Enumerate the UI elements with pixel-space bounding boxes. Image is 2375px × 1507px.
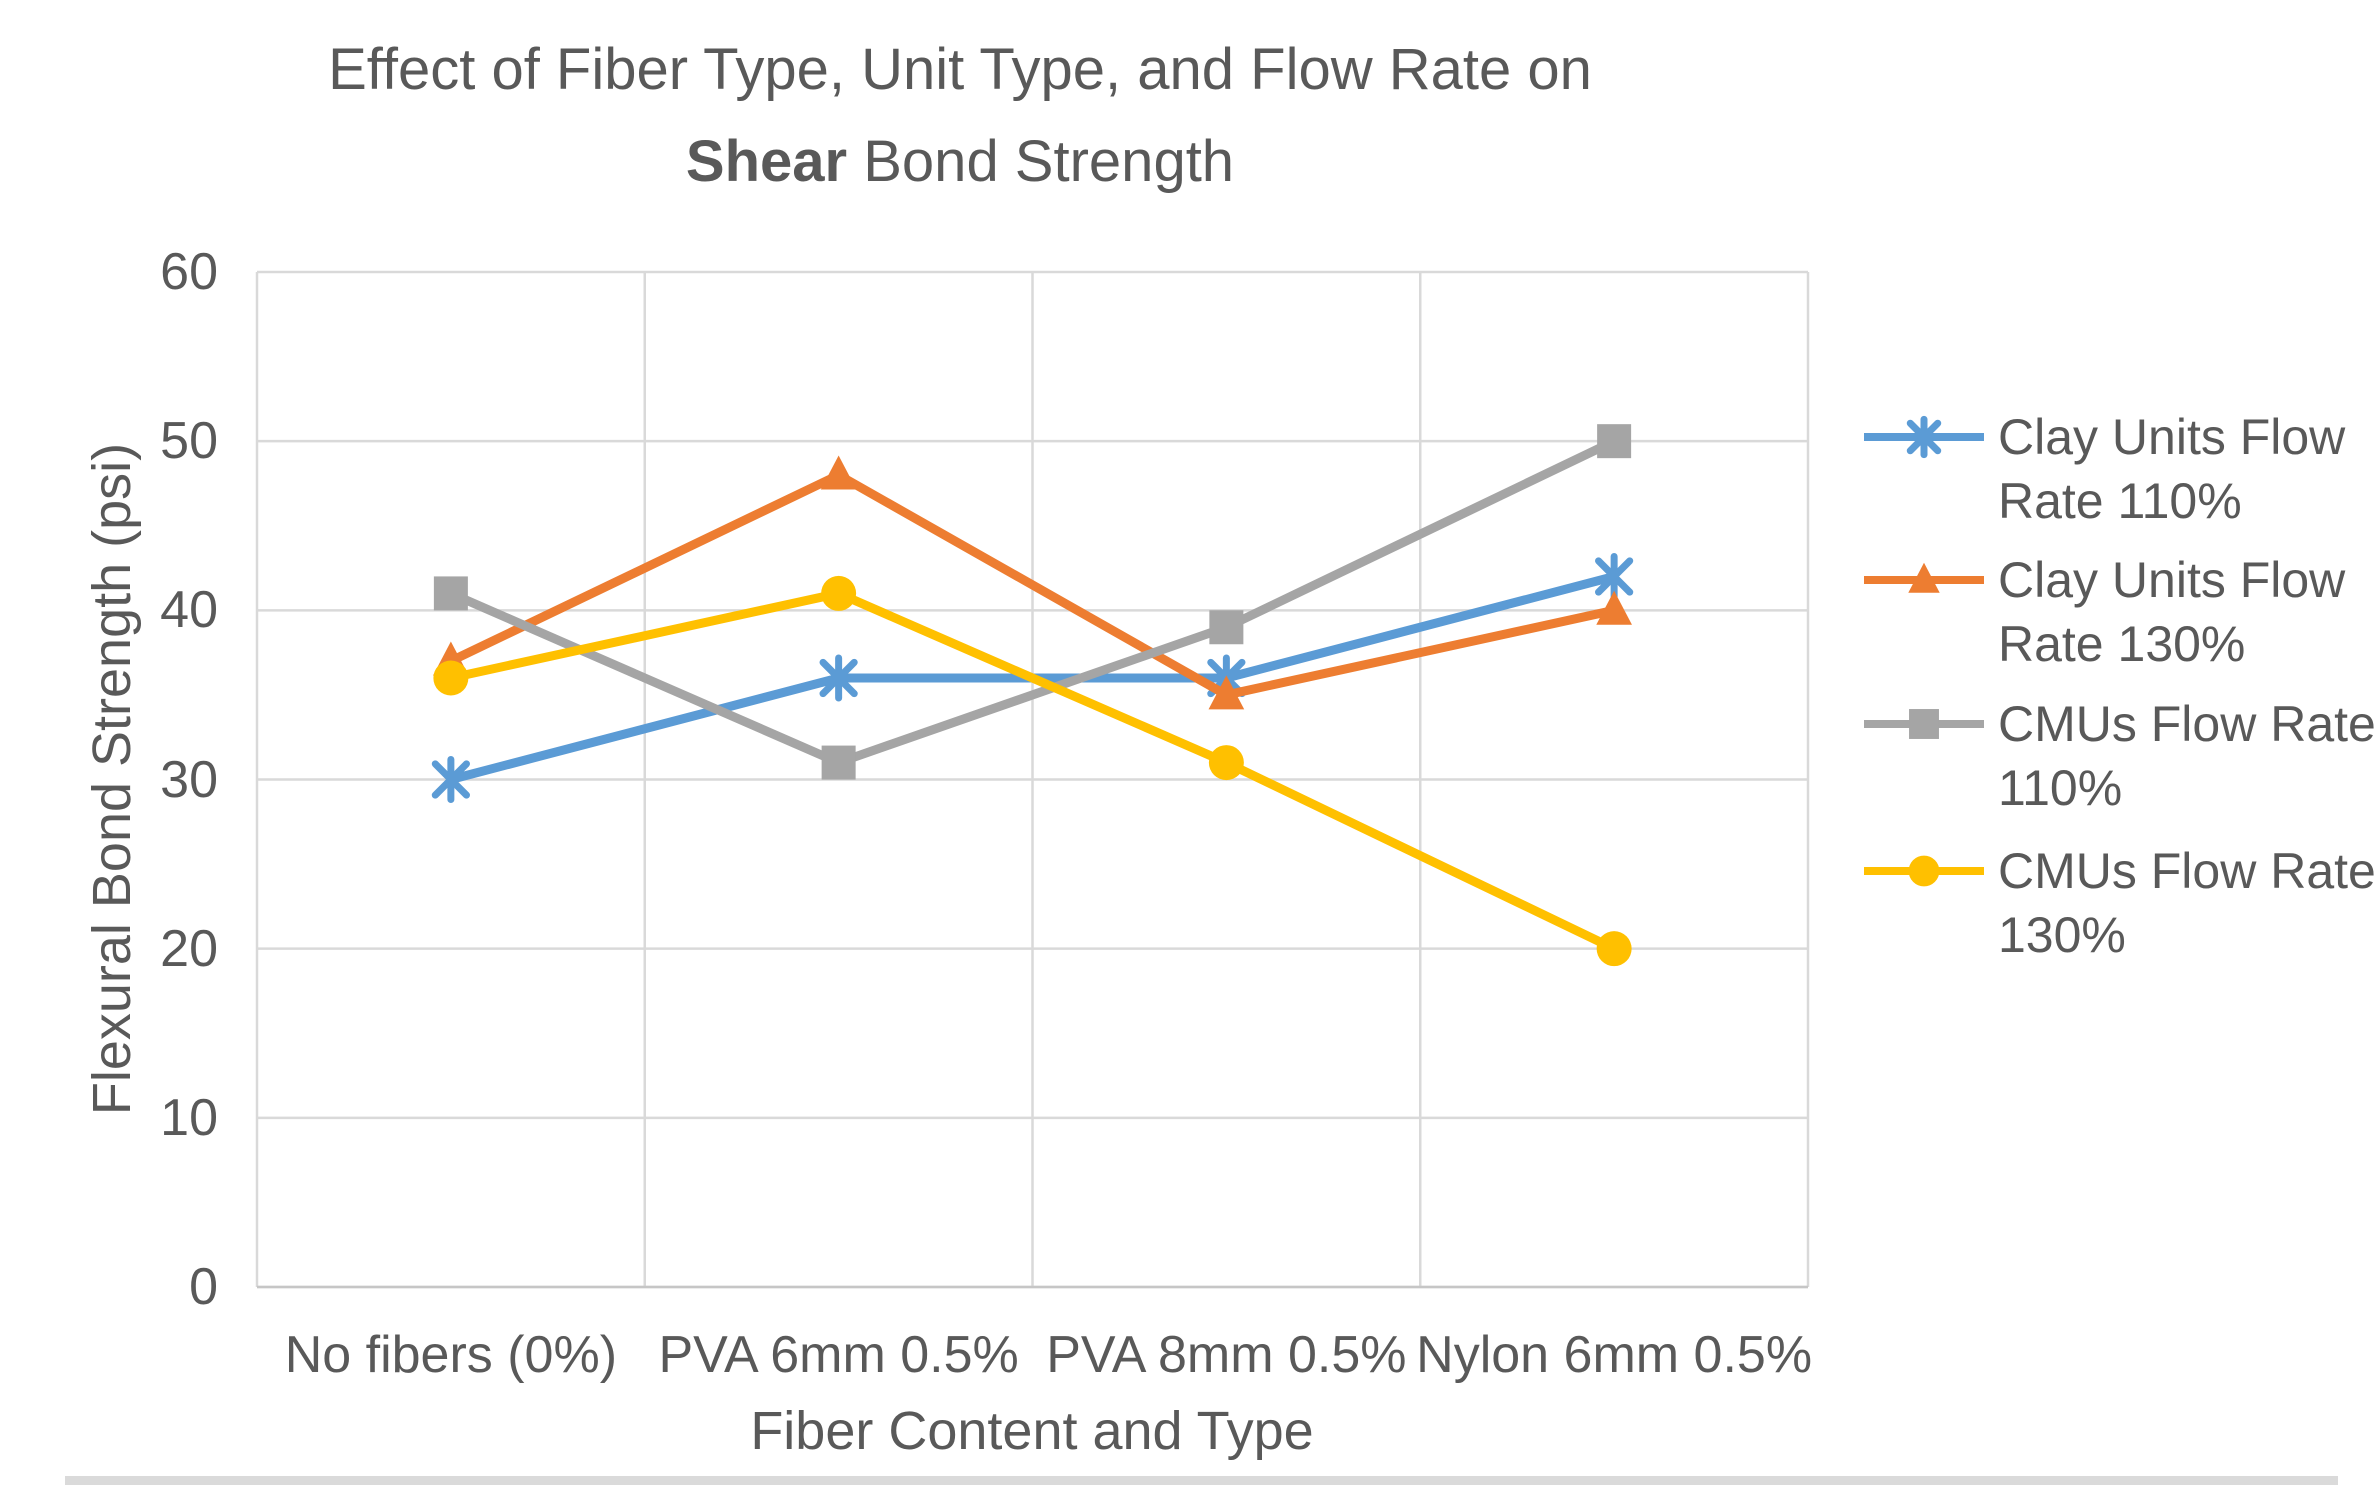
series-line-cmus-flow-rate-130 [446, 588, 1619, 954]
data-point-marker-cmus-flow-rate-130 [1208, 745, 1244, 781]
data-point-marker-clay-units-flow-rate-110 [1595, 553, 1634, 600]
data-point-marker-cmus-flow-rate-130 [821, 575, 857, 611]
series-line-clay-units-flow-rate-130 [446, 470, 1619, 700]
data-point-marker-cmus-flow-rate-110 [821, 745, 856, 780]
chart-title-line2-rest: Bond Strength [847, 129, 1235, 194]
y-tick-label: 20 [160, 919, 218, 978]
data-point-marker-clay-units-flow-rate-130 [1596, 590, 1632, 625]
chart-title: Effect of Fiber Type, Unit Type, and Flo… [0, 24, 1920, 208]
x-tick-label: PVA 8mm 0.5% [1046, 1326, 1407, 1384]
data-point-marker-cmus-flow-rate-130 [1596, 931, 1632, 967]
series-line-cmus-flow-rate-110 [446, 436, 1619, 768]
x-tick-label: Nylon 6mm 0.5% [1416, 1326, 1813, 1384]
data-point-marker-cmus-flow-rate-110 [1597, 424, 1632, 459]
y-tick-label: 50 [160, 412, 218, 471]
bottom-divider [65, 1476, 2338, 1485]
x-axis-title: Fiber Content and Type [750, 1401, 1314, 1461]
data-point-marker-clay-units-flow-rate-130 [1208, 675, 1245, 710]
chart-title-bold-word: Shear [685, 129, 848, 194]
y-tick-label: 30 [160, 750, 218, 809]
data-point-marker-clay-units-flow-rate-110 [819, 654, 858, 702]
y-tick-label: 10 [160, 1088, 218, 1147]
y-tick-label: 60 [160, 243, 218, 301]
data-point-marker-clay-units-flow-rate-130 [820, 455, 857, 490]
data-point-marker-clay-units-flow-rate-110 [431, 756, 470, 803]
data-point-marker-cmus-flow-rate-110 [433, 576, 468, 611]
x-tick-label: PVA 6mm 0.5% [658, 1326, 1019, 1384]
data-point-marker-cmus-flow-rate-130 [433, 660, 469, 696]
chart-title-line1: Effect of Fiber Type, Unit Type, and Flo… [328, 37, 1592, 102]
data-point-marker-cmus-flow-rate-110 [1209, 610, 1244, 645]
y-tick-label: 0 [189, 1258, 218, 1316]
chart-title-line2: Shear Bond Strength [0, 116, 1920, 208]
y-tick-label: 40 [160, 581, 218, 640]
x-tick-label: No fibers (0%) [284, 1326, 618, 1384]
